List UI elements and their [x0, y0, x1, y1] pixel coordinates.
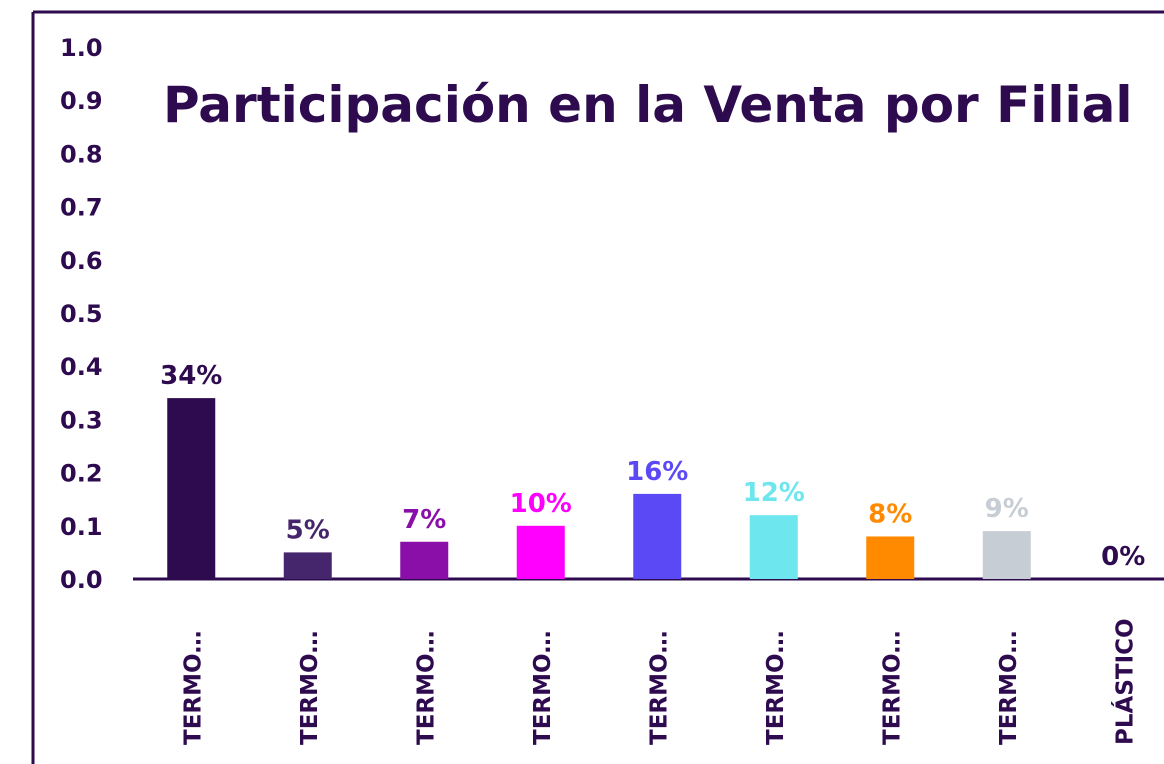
- bar: [866, 536, 915, 579]
- value-label: 8%: [868, 499, 912, 529]
- y-tick-label: 0.9: [60, 87, 103, 115]
- value-label: 7%: [402, 505, 446, 535]
- x-tick-label: TERMO…: [763, 630, 789, 745]
- x-tick-label: TERMO…: [297, 630, 323, 745]
- x-tick-label: TERMO…: [646, 630, 672, 745]
- bar: [283, 552, 332, 579]
- bar: [633, 493, 682, 579]
- value-label: 9%: [985, 494, 1029, 524]
- bar: [749, 515, 798, 579]
- y-tick-label: 0.0: [60, 566, 103, 594]
- bar: [982, 531, 1031, 579]
- x-tick-label: TERMO…: [180, 630, 206, 745]
- value-label: 0%: [1101, 542, 1145, 572]
- chart-title: Participación en la Venta por Filial: [163, 76, 1133, 134]
- y-tick-label: 0.2: [60, 460, 103, 488]
- x-tick-label: TERMO…: [996, 630, 1022, 745]
- bar: [167, 398, 216, 579]
- y-tick-label: 0.7: [60, 194, 103, 222]
- y-tick-label: 0.5: [60, 300, 103, 328]
- x-tick-label: PLÁSTICO: [1110, 618, 1138, 745]
- x-tick-label: TERMO…: [879, 630, 905, 745]
- y-tick-label: 0.4: [60, 353, 103, 381]
- y-tick-label: 1.0: [60, 34, 103, 62]
- value-label: 34%: [160, 361, 222, 391]
- y-tick-label: 0.6: [60, 247, 103, 275]
- value-label: 16%: [626, 457, 688, 487]
- x-tick-label: TERMO…: [413, 630, 439, 745]
- value-label: 5%: [286, 515, 330, 545]
- bar: [400, 541, 449, 579]
- value-label: 10%: [510, 489, 572, 519]
- x-tick-label: TERMO…: [530, 630, 556, 745]
- y-tick-label: 0.3: [60, 406, 103, 434]
- bar: [516, 525, 565, 579]
- y-tick-label: 0.8: [60, 140, 103, 168]
- y-tick-label: 0.1: [60, 513, 103, 541]
- value-label: 12%: [743, 478, 805, 508]
